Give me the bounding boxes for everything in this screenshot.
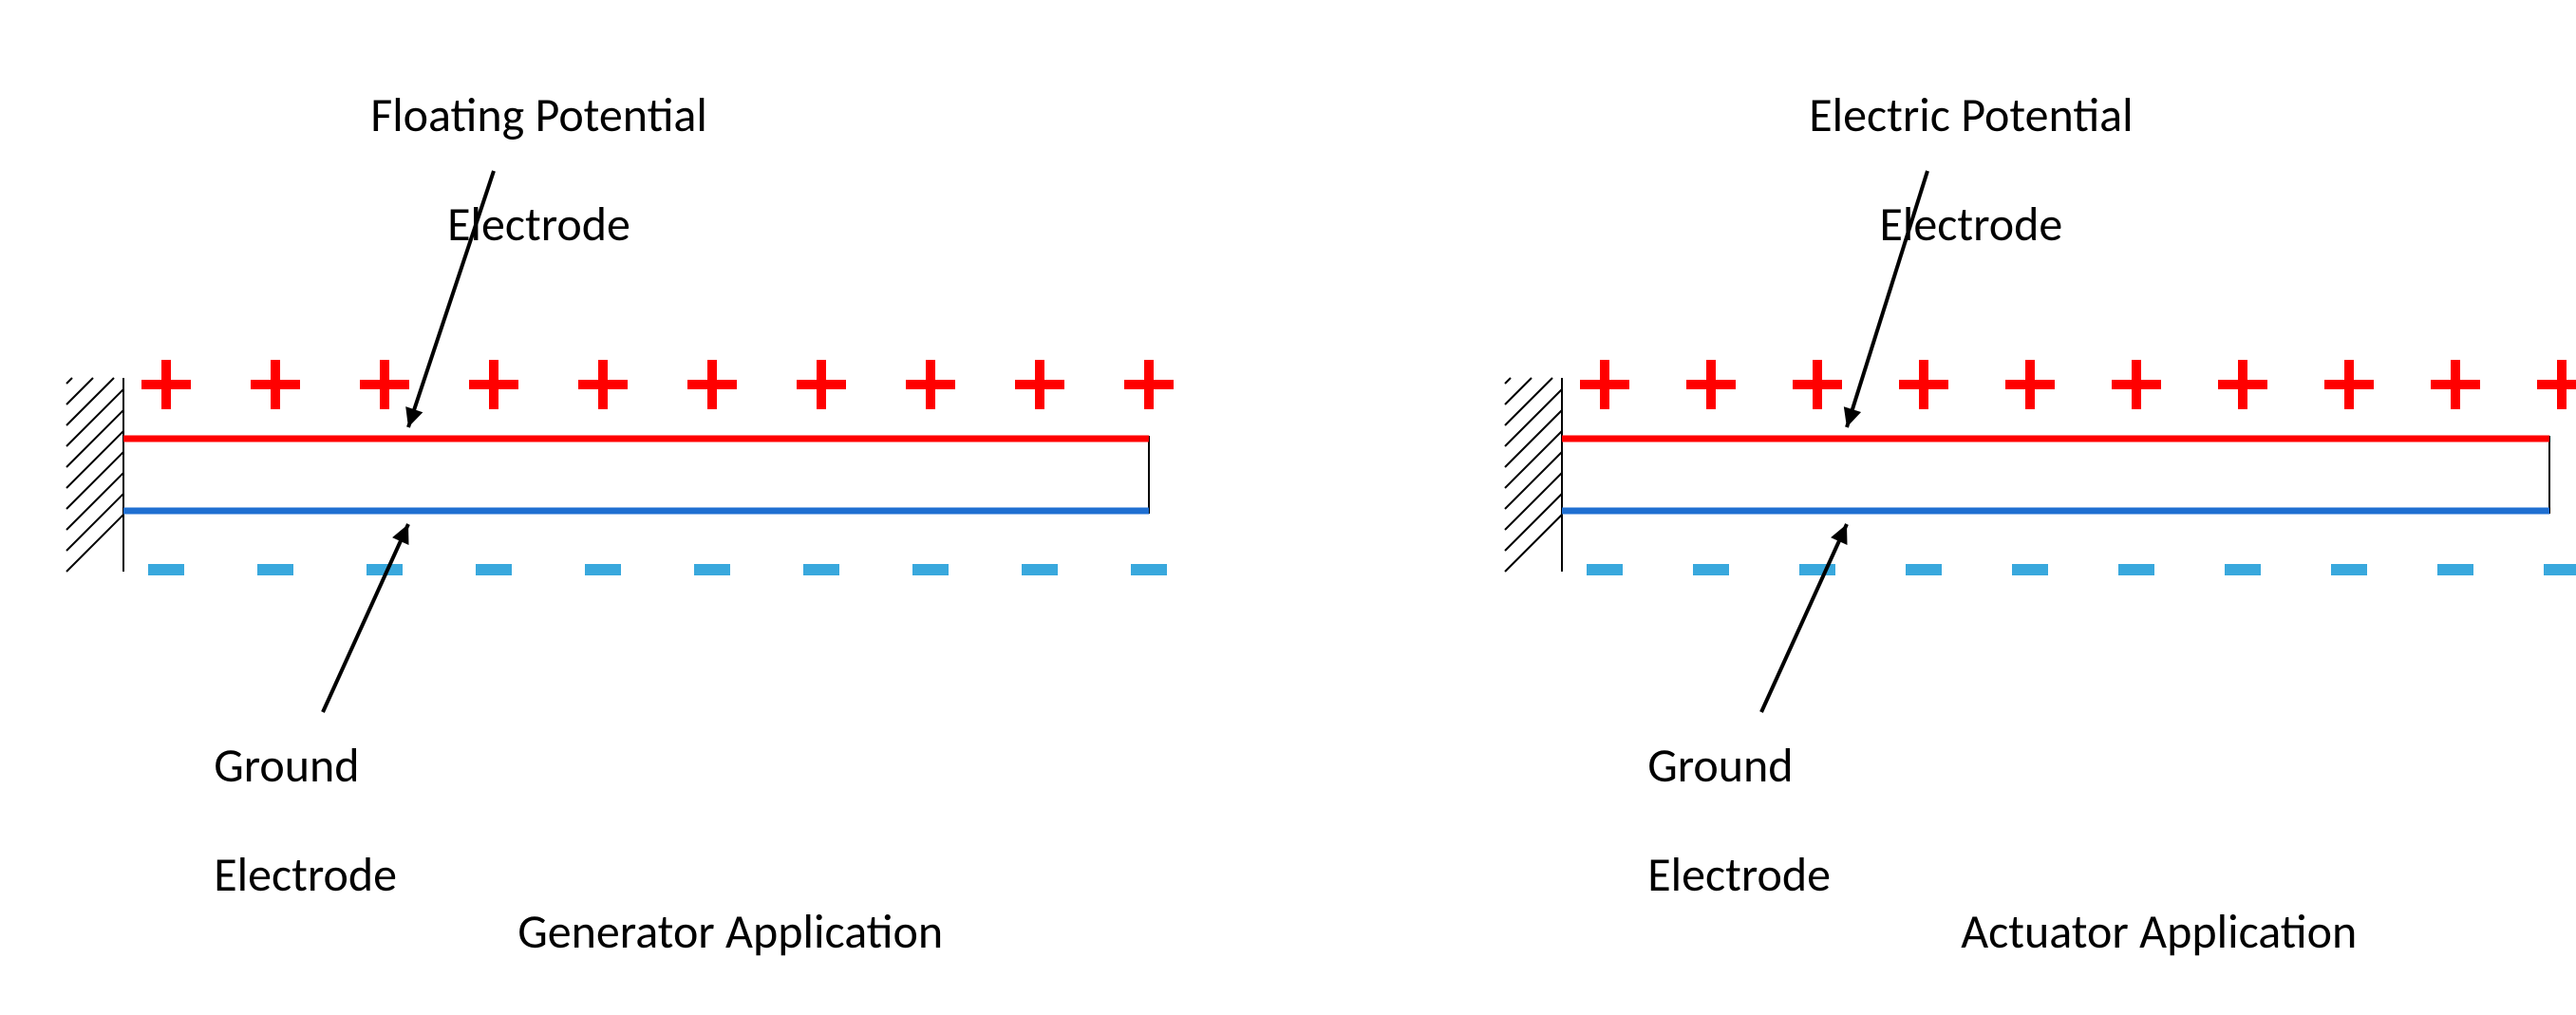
right-diagram-svg — [0, 0, 2576, 940]
right-plus-row — [1580, 360, 2576, 409]
right-beam — [1562, 437, 2549, 513]
right-bottom-arrow — [1761, 524, 1847, 712]
right-wall-hatch — [1505, 378, 1562, 572]
figure-canvas: Floating Potential Electrode Ground Elec… — [0, 0, 2576, 940]
